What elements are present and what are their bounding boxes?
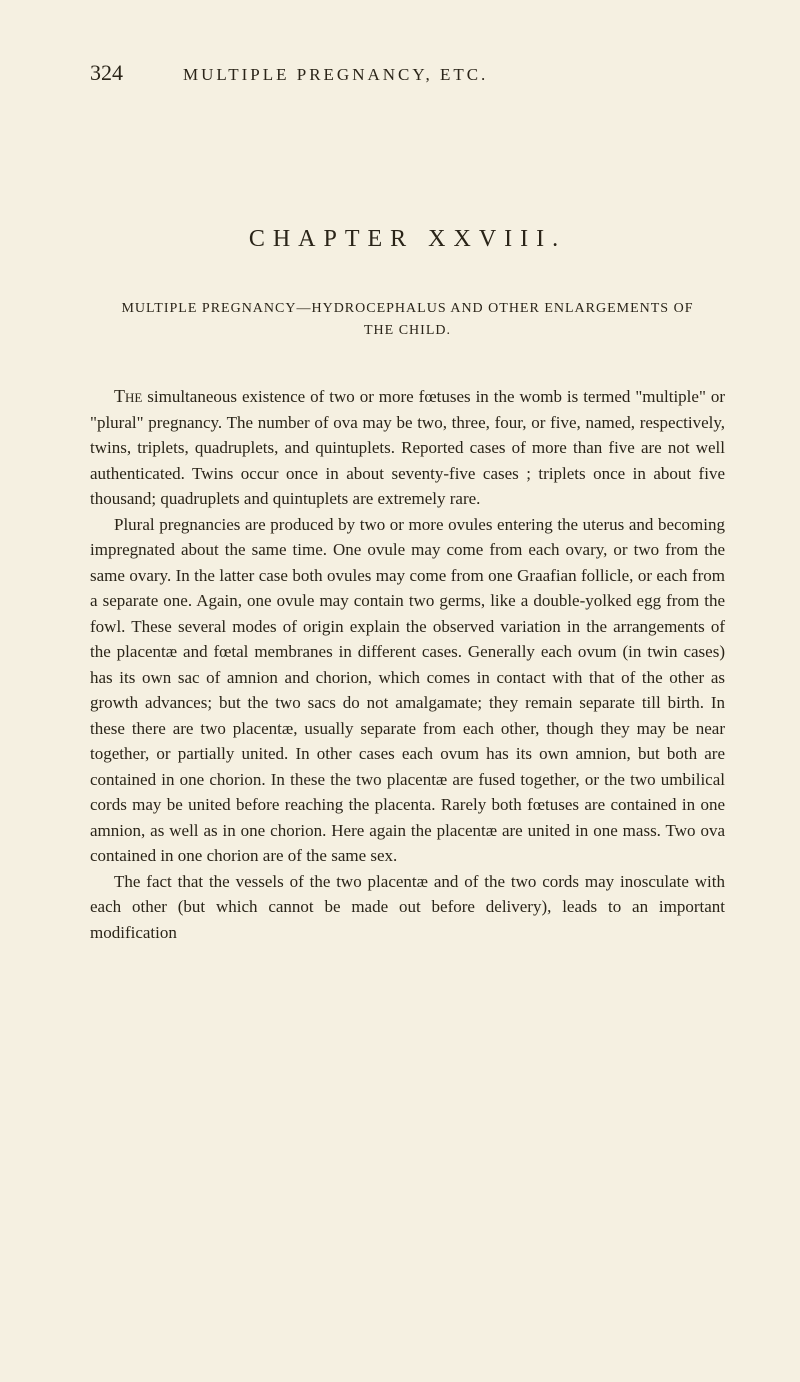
page-header: 324 MULTIPLE PREGNANCY, ETC. bbox=[90, 60, 725, 86]
running-title: MULTIPLE PREGNANCY, ETC. bbox=[183, 65, 488, 85]
page-number: 324 bbox=[90, 60, 123, 86]
paragraph-1-text: simultaneous existence of two or more fœ… bbox=[90, 387, 725, 509]
lead-word: The bbox=[114, 386, 142, 406]
body-text: The simultaneous existence of two or mor… bbox=[90, 383, 725, 946]
paragraph-3: The fact that the vessels of the two pla… bbox=[90, 869, 725, 946]
paragraph-1: The simultaneous existence of two or mor… bbox=[90, 383, 725, 512]
chapter-title: CHAPTER XXVIII. bbox=[90, 226, 725, 253]
chapter-subtitle: MULTIPLE PREGNANCY—HYDROCEPHALUS AND OTH… bbox=[90, 298, 725, 343]
paragraph-2: Plural pregnancies are produced by two o… bbox=[90, 512, 725, 869]
